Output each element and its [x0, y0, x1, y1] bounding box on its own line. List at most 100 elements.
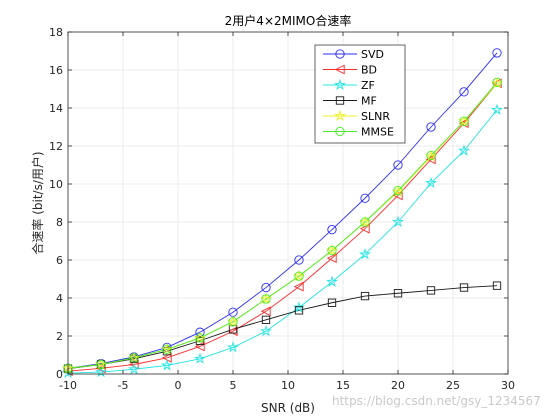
axis-ticks — [67, 31, 509, 375]
legend-marker-bd — [334, 64, 345, 75]
data-point-zf — [259, 324, 273, 337]
legend-item-mmse: MMSE — [323, 126, 394, 139]
x-tick-label: 30 — [501, 379, 515, 392]
x-tick-label: -10 — [59, 379, 77, 392]
legend-marker-mf — [335, 96, 345, 105]
legend-item-bd: BD — [323, 64, 377, 77]
data-point-svd — [195, 327, 205, 337]
series-line-bd — [67, 83, 498, 372]
data-point-bd — [293, 281, 304, 292]
data-point-svd — [393, 160, 403, 170]
data-point-zf — [292, 301, 306, 313]
legend-item-slnr: SLNR — [323, 109, 390, 123]
data-point-slnr — [127, 351, 141, 363]
data-point-mf — [426, 286, 436, 295]
data-point-bd — [425, 154, 436, 165]
data-point-slnr — [325, 244, 339, 256]
data-point-mmse — [360, 217, 370, 227]
data-point-slnr — [193, 331, 207, 344]
x-tick-label: 10 — [281, 379, 295, 392]
data-point-svd — [360, 193, 370, 203]
data-point-slnr — [391, 185, 405, 197]
data-point-mmse — [261, 294, 271, 304]
data-point-svd — [294, 255, 304, 265]
y-tick-label: 18 — [49, 26, 63, 39]
data-point-slnr — [259, 292, 273, 305]
y-tick-label: 12 — [49, 140, 63, 153]
data-point-mmse — [294, 271, 304, 281]
y-tick-label: 14 — [49, 102, 63, 115]
legend-marker-slnr — [333, 109, 347, 122]
data-point-mf — [195, 336, 205, 345]
data-point-zf — [325, 275, 339, 287]
y-tick-label: 2 — [56, 330, 63, 343]
data-point-mf — [393, 289, 403, 298]
legend-box — [314, 44, 406, 144]
chart-title: 2用户4×2MIMO合速率 — [225, 13, 352, 28]
legend-item-mf: MF — [323, 95, 377, 108]
legend-label-bd: BD — [361, 64, 377, 77]
data-point-slnr — [358, 215, 372, 228]
y-axis-label: 合速率 (bit/s/用户) — [30, 151, 45, 254]
legend-label-mf: MF — [361, 95, 377, 108]
legend-label-zf: ZF — [361, 79, 375, 92]
data-point-zf — [226, 341, 240, 353]
legend-marker-svd — [335, 49, 345, 59]
series-lines — [67, 52, 498, 374]
x-tick-label: 20 — [391, 379, 405, 392]
legend: SVD BD ZF MF SLNR MMSE — [314, 44, 406, 144]
data-point-mmse — [492, 77, 502, 88]
data-point-zf — [391, 215, 405, 228]
legend-label-slnr: SLNR — [361, 110, 390, 123]
x-tick-label: 5 — [230, 379, 237, 392]
y-tick-label: 8 — [56, 216, 63, 229]
x-axis-label: SNR (dB) — [261, 401, 315, 415]
legend-marker-zf — [333, 78, 347, 91]
series-line-mf — [67, 285, 498, 370]
data-point-svd — [327, 224, 337, 235]
data-point-mmse — [96, 359, 106, 370]
legend-item-svd: SVD — [323, 48, 384, 61]
watermark: https://blog.csdn.net/gsy_1234567 — [332, 394, 541, 408]
data-point-svd — [426, 122, 436, 132]
data-point-svd — [459, 87, 469, 97]
data-point-slnr — [292, 269, 306, 282]
data-point-slnr — [160, 342, 174, 355]
data-point-mmse — [228, 317, 238, 327]
y-tick-label: 4 — [56, 292, 63, 305]
data-point-mmse — [129, 353, 139, 363]
data-point-mf — [327, 298, 337, 307]
x-tick-labels: -10 -5 0 5 10 15 20 25 30 — [59, 379, 515, 392]
legend-marker-mmse — [335, 126, 345, 137]
data-point-slnr — [457, 114, 471, 127]
series-line-mmse — [67, 82, 498, 369]
data-point-zf — [160, 359, 174, 371]
y-tick-labels: 0 2 4 6 8 10 12 14 16 18 — [49, 26, 63, 381]
data-point-zf — [490, 103, 504, 116]
data-point-bd — [260, 306, 271, 317]
data-point-slnr — [424, 150, 438, 162]
legend-item-zf: ZF — [323, 78, 375, 92]
data-point-mf — [261, 315, 271, 324]
data-point-bd — [326, 253, 337, 264]
data-point-slnr — [490, 76, 504, 89]
series-line-svd — [67, 52, 498, 369]
data-point-mf — [492, 281, 502, 290]
data-point-mf — [294, 306, 304, 315]
data-point-mmse — [426, 150, 436, 161]
series-line-zf — [67, 109, 498, 374]
y-tick-label: 0 — [56, 368, 63, 381]
data-point-slnr — [226, 315, 240, 327]
data-point-mmse — [195, 333, 205, 343]
data-point-zf — [127, 362, 141, 375]
y-tick-label: 10 — [49, 178, 63, 191]
y-tick-label: 6 — [56, 254, 63, 267]
y-tick-label: 16 — [49, 64, 63, 77]
data-point-svd — [261, 282, 271, 293]
data-point-zf — [193, 352, 207, 364]
data-point-zf — [424, 176, 438, 189]
legend-label-mmse: MMSE — [361, 126, 394, 139]
data-point-mf — [459, 283, 469, 292]
x-tick-label: 0 — [175, 379, 182, 392]
